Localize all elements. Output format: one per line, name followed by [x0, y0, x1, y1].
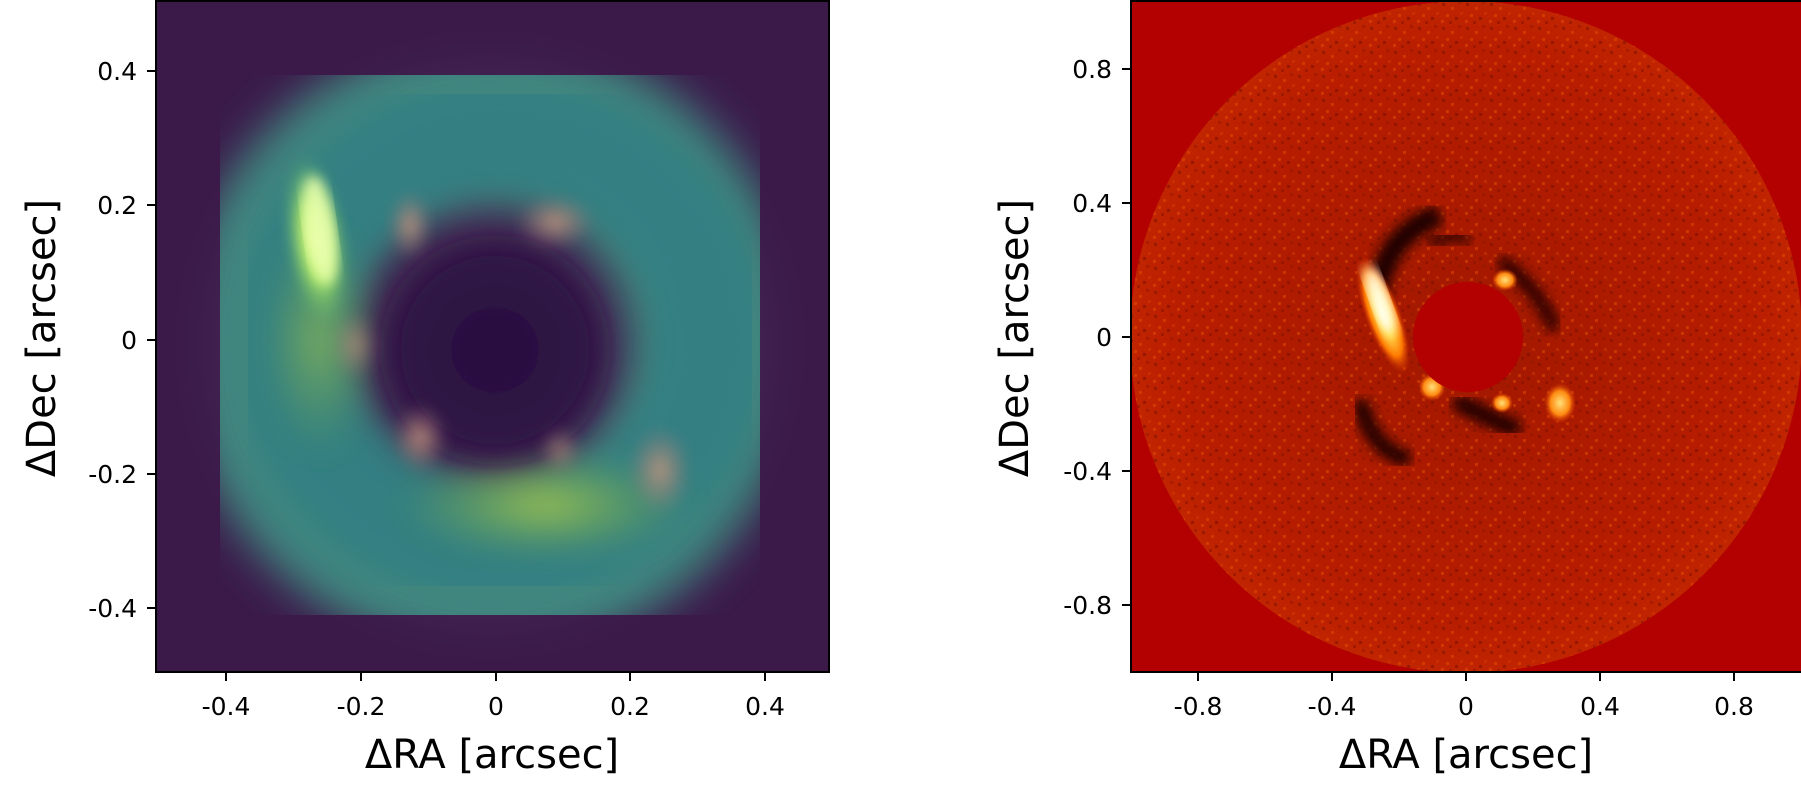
left-y-ticks	[147, 70, 156, 609]
right-x-axis-label: ΔRA [arcsec]	[1339, 732, 1593, 778]
tick-label: -0.8	[1174, 692, 1223, 721]
tick-label: 0.4	[1580, 692, 1620, 721]
tick-label: 0	[488, 692, 504, 721]
left-x-tick-labels: -0.4 -0.2 0 0.2 0.4	[202, 692, 785, 721]
tick-label: -0.4	[1308, 692, 1357, 721]
right-y-tick-labels: 0.8 0.4 0 -0.4 -0.8	[1063, 55, 1112, 620]
tick-label: 0	[1458, 692, 1474, 721]
tick-label: 0.4	[1072, 189, 1112, 218]
tick-label: -0.2	[88, 460, 137, 489]
right-y-axis-label: ΔDec [arcsec]	[992, 199, 1038, 477]
tick-label: 0.8	[1714, 692, 1754, 721]
left-x-axis-label: ΔRA [arcsec]	[365, 732, 619, 778]
left-plot-frame	[155, 0, 830, 673]
right-x-tick-labels: -0.8 -0.4 0 0.4 0.8	[1174, 692, 1754, 721]
tick-label: -0.4	[202, 692, 251, 721]
tick-label: 0.8	[1072, 55, 1112, 84]
left-y-axis-label: ΔDec [arcsec]	[19, 199, 65, 477]
tick-label: 0	[121, 326, 137, 355]
tick-label: 0.4	[97, 57, 137, 86]
tick-label: 0	[1096, 323, 1112, 352]
left-x-ticks	[225, 672, 766, 681]
tick-label: 0.2	[610, 692, 650, 721]
tick-label: -0.8	[1063, 591, 1112, 620]
tick-label: -0.2	[337, 692, 386, 721]
tick-label: 0.2	[97, 191, 137, 220]
tick-label: -0.4	[1063, 457, 1112, 486]
right-x-ticks	[1197, 672, 1735, 681]
left-image	[156, 1, 829, 672]
tick-label: -0.4	[88, 594, 137, 623]
left-y-tick-labels: 0.4 0.2 0 -0.2 -0.4	[88, 57, 137, 623]
tick-label: 0.4	[745, 692, 785, 721]
right-image	[1131, 1, 1801, 672]
right-y-ticks	[1122, 68, 1131, 606]
